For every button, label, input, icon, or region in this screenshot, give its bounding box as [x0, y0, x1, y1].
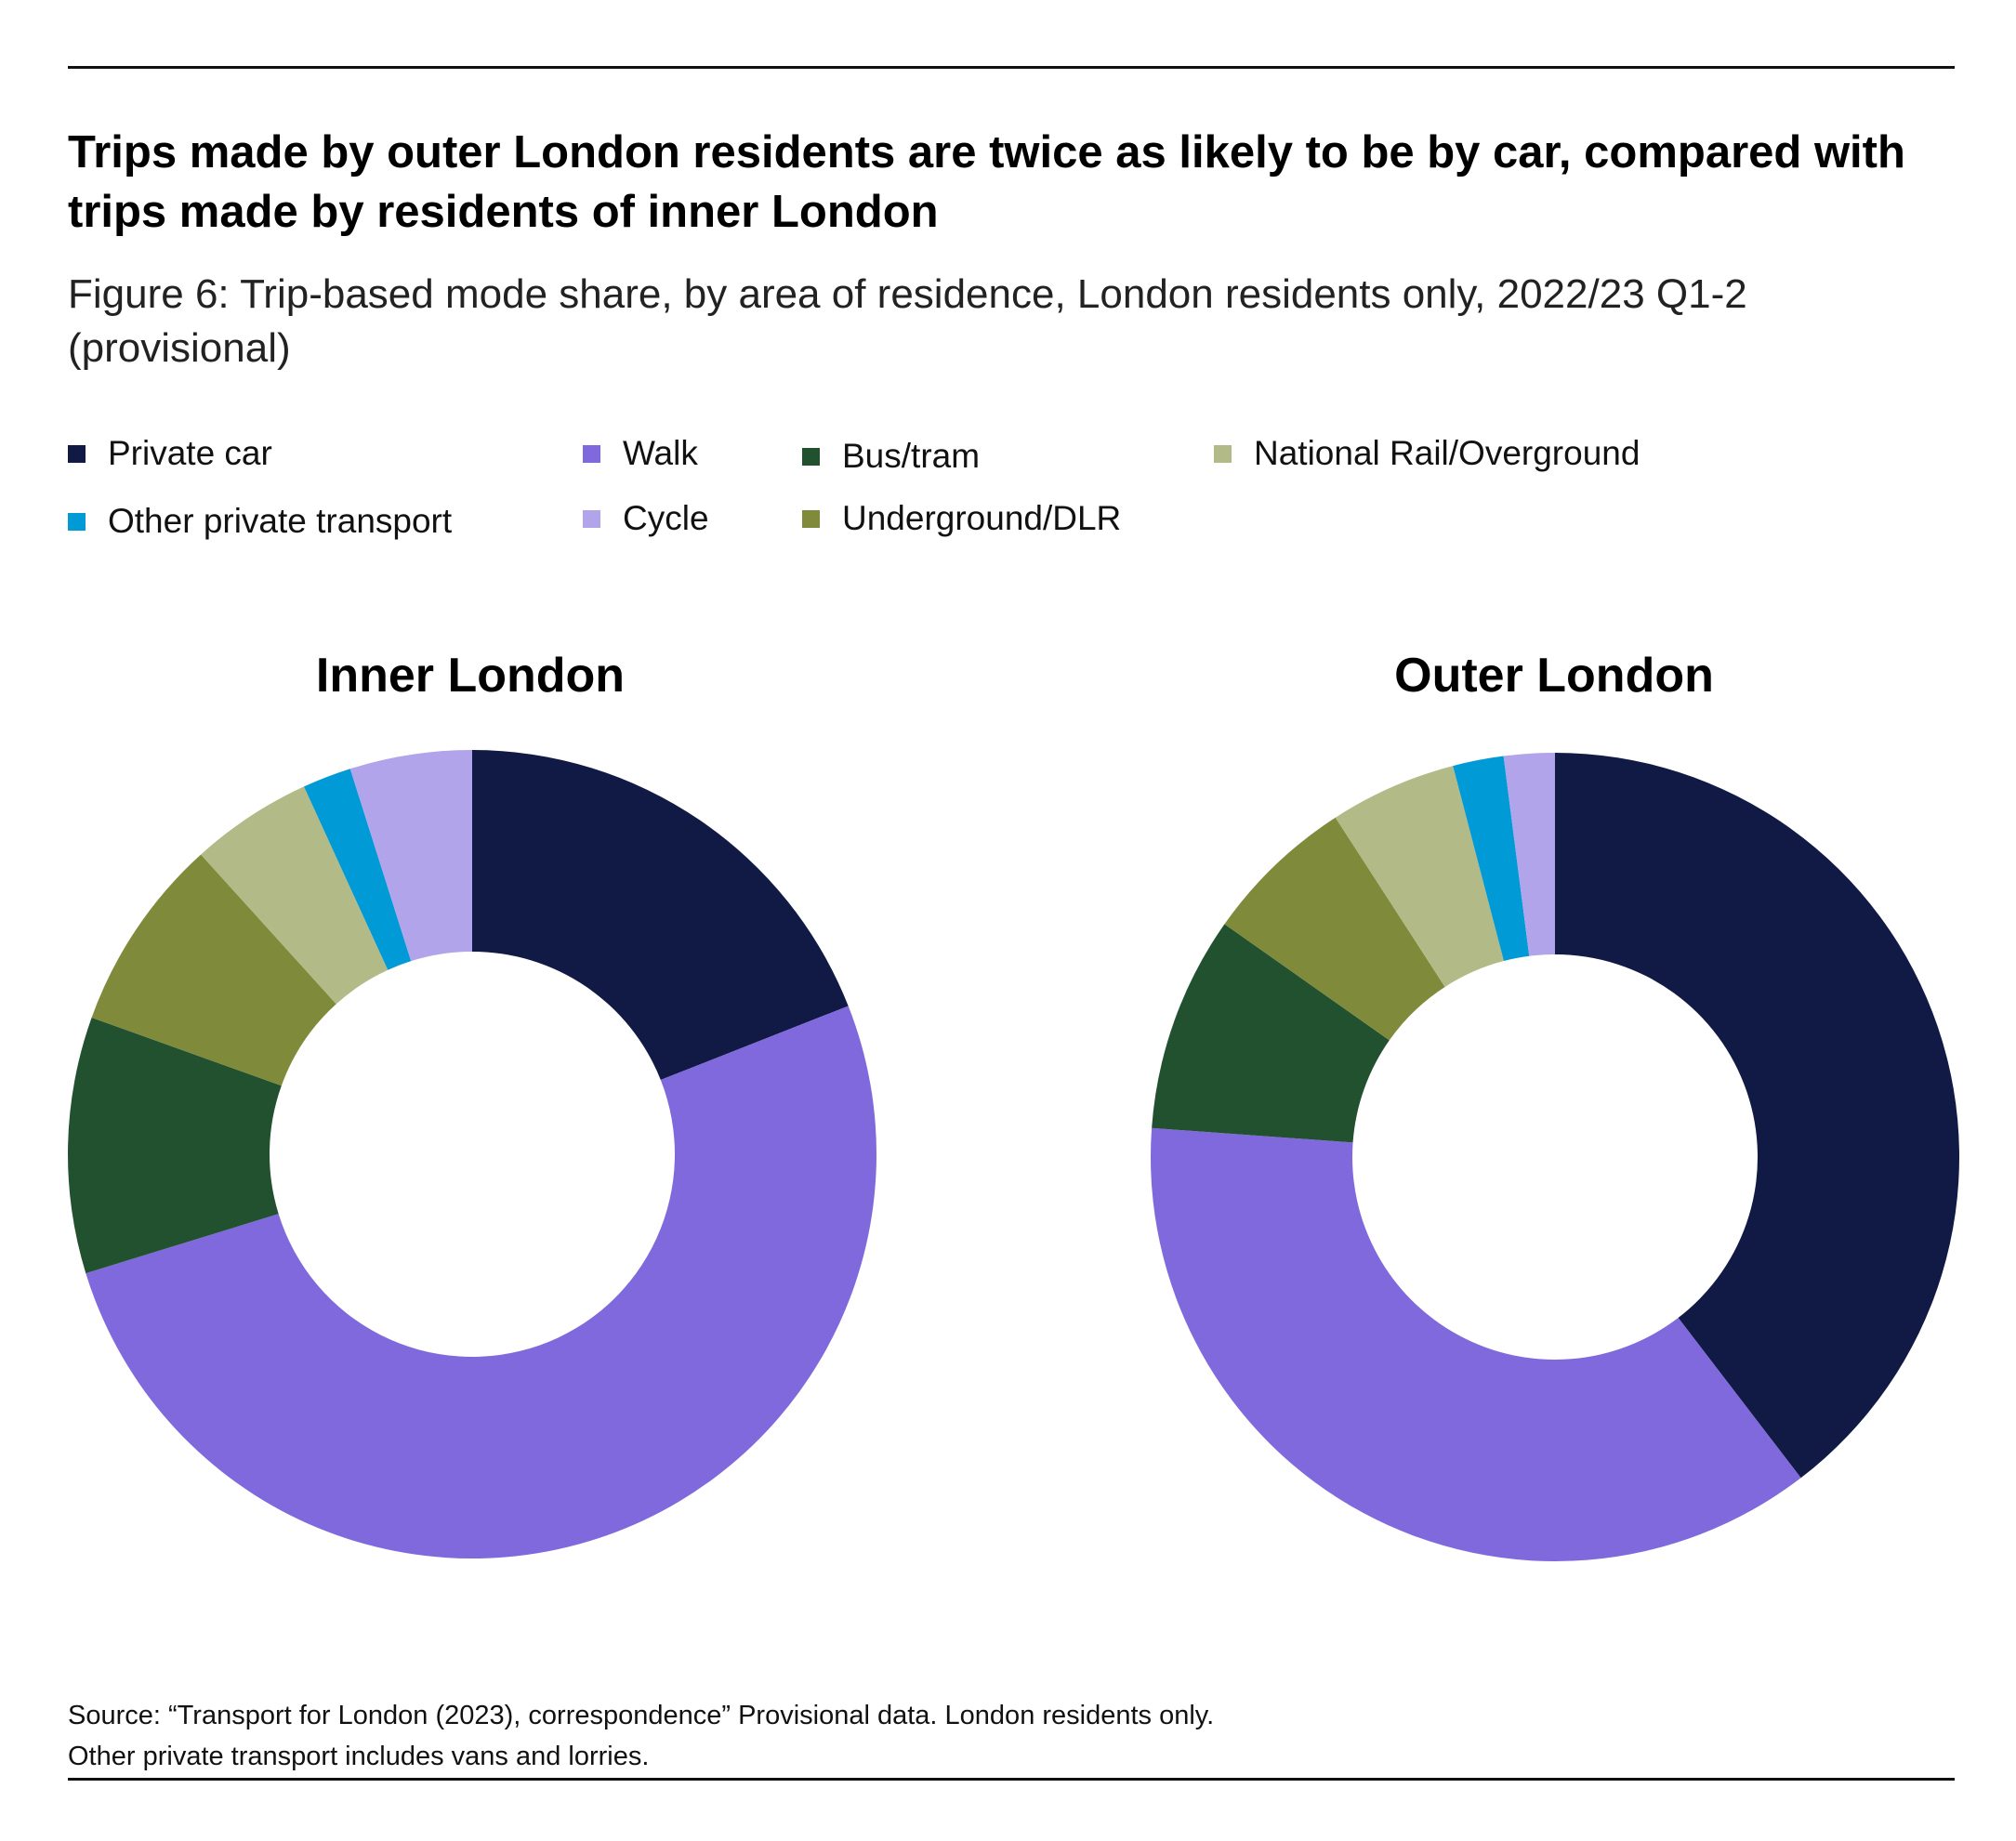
slice-bus-tram [67, 1017, 282, 1274]
slice-underground-dlr [1224, 817, 1445, 1041]
bottom-rule [68, 1778, 1955, 1781]
top-rule [68, 66, 1955, 69]
legend-item-other-private-transport: Other private transport [68, 502, 452, 541]
slice-cycle [1503, 753, 1555, 956]
source-line: Source: “Transport for London (2023), co… [68, 1701, 1215, 1730]
legend-swatch [583, 509, 600, 528]
legend-swatch [1214, 444, 1232, 463]
legend-label: Underground/DLR [842, 499, 1122, 537]
source-note: Source: “Transport for London (2023), co… [68, 1695, 1214, 1777]
inner-london-donut-chart [67, 750, 877, 1558]
legend-label: Bus/tram [842, 437, 981, 475]
legend-swatch [802, 447, 820, 466]
legend-label: Other private transport [108, 502, 453, 540]
legend-label: National Rail/Overground [1254, 434, 1640, 472]
legend-item-national-rail-overground: National Rail/Overground [1214, 434, 1640, 473]
chart-subtitle: Figure 6: Trip-based mode share, by area… [68, 271, 1747, 371]
outer-london-donut-chart [1151, 753, 1959, 1561]
legend-label: Walk [623, 434, 698, 472]
legend-swatch [68, 512, 86, 531]
legend-item-private-car: Private car [68, 434, 272, 473]
slice-national-rail-overground [1335, 766, 1504, 987]
slice-walk [1151, 1127, 1801, 1561]
slice-private-car [1555, 753, 1959, 1479]
slice-other-private-transport [304, 769, 412, 970]
legend-item-cycle: Cycle [583, 499, 709, 538]
legend-item-walk: Walk [583, 434, 698, 473]
legend-item-bus-tram: Bus/tram [802, 437, 980, 476]
chart-headline: Trips made by outer London residents are… [68, 127, 1905, 237]
slice-national-rail-overground [201, 786, 389, 1005]
legend-label: Cycle [623, 499, 709, 537]
legend-swatch [583, 444, 600, 463]
slice-underground-dlr [91, 854, 336, 1086]
outer-london-title: Outer London [1394, 649, 1714, 703]
slice-cycle [349, 750, 472, 962]
slice-private-car [472, 750, 849, 1081]
source-note-line: Other private transport includes vans an… [68, 1742, 650, 1771]
slice-walk [86, 1006, 877, 1558]
legend-item-underground-dlr: Underground/DLR [802, 499, 1121, 538]
inner-london-title: Inner London [315, 649, 626, 703]
slice-bus-tram [1152, 924, 1390, 1143]
slice-other-private-transport [1453, 756, 1530, 962]
legend-swatch [802, 509, 820, 528]
legend-swatch [68, 444, 86, 463]
legend-label: Private car [108, 434, 272, 472]
